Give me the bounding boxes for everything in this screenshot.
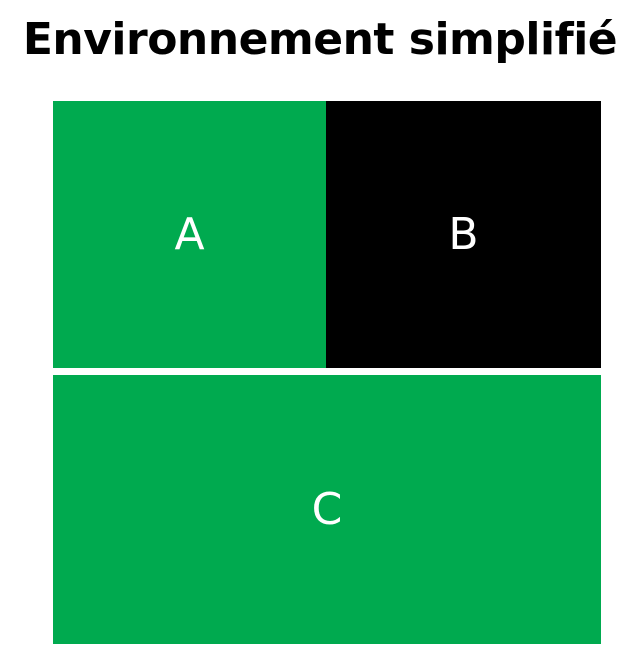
diagram-title: Environnement simplifié bbox=[22, 14, 618, 65]
zone-a: A bbox=[53, 101, 326, 368]
zone-c: C bbox=[53, 375, 601, 644]
zone-b: B bbox=[326, 101, 601, 368]
zone-a-label: A bbox=[174, 209, 205, 260]
zone-b-label: B bbox=[448, 209, 479, 260]
zone-c-label: C bbox=[311, 484, 343, 535]
